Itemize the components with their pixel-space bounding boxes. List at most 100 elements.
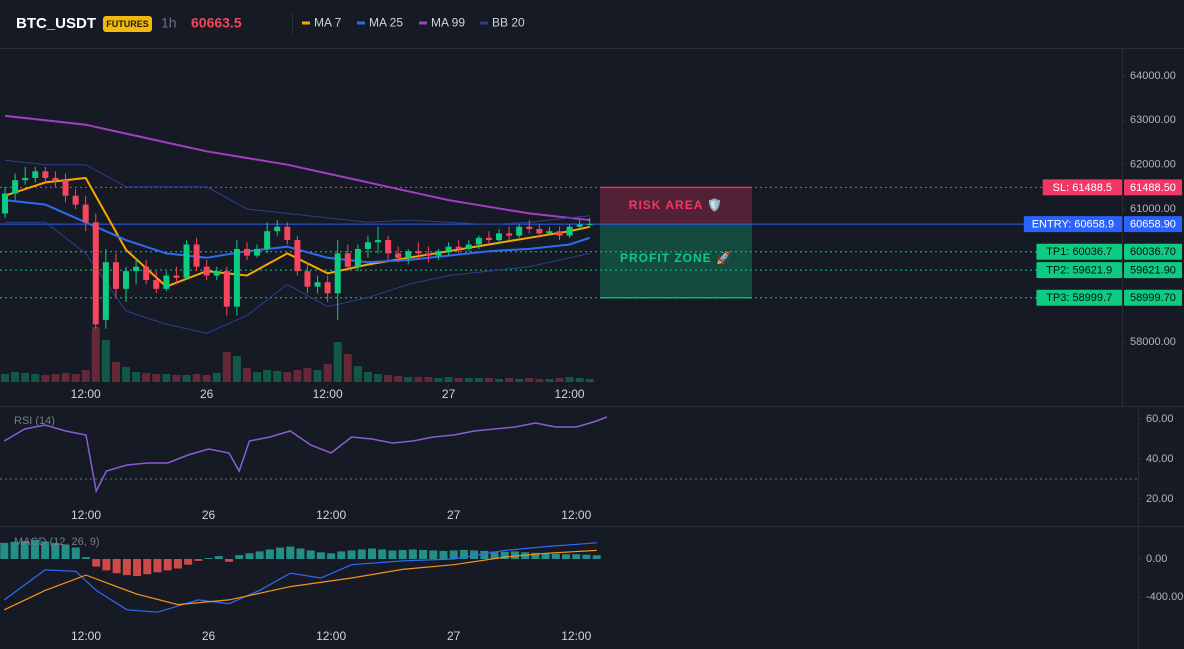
histogram-bar — [419, 549, 428, 559]
histogram-bar — [112, 558, 121, 574]
histogram-bar — [61, 544, 70, 559]
volume-bar — [374, 374, 383, 382]
volume-bar — [414, 377, 423, 382]
x-tick-label: 27 — [442, 387, 456, 401]
candle-body — [526, 226, 533, 229]
histogram-bar — [173, 558, 182, 569]
volume-bar — [313, 370, 322, 382]
histogram-bar — [41, 541, 50, 559]
histogram-bar — [81, 557, 90, 559]
candle-body — [264, 231, 271, 249]
volume-bar — [454, 378, 463, 382]
histogram-bar — [102, 558, 111, 571]
zone — [600, 224, 752, 298]
volume-bar — [293, 370, 302, 382]
x-tick-label: 12:00 — [71, 508, 101, 522]
level-label: SL: 61488.5 — [1053, 182, 1112, 194]
candle-body — [173, 275, 180, 278]
y-tick-label: 0.00 — [1146, 553, 1167, 565]
volume-bar — [323, 364, 332, 382]
volume-bar — [353, 366, 362, 382]
candle-body — [52, 177, 59, 181]
volume-bar — [1, 374, 10, 382]
volume-bar — [61, 373, 70, 382]
x-tick-label: 26 — [202, 629, 216, 643]
candle-body — [274, 226, 281, 232]
badge-bg — [103, 16, 152, 32]
volume-bar — [464, 378, 473, 382]
candle-body — [506, 233, 513, 236]
histogram-bar — [327, 553, 336, 559]
volume-bar — [91, 327, 100, 382]
histogram-bar — [194, 558, 203, 561]
legend-label: MA 99 — [431, 16, 465, 30]
histogram-bar — [429, 550, 438, 559]
candle-body — [334, 253, 341, 294]
volume-bar — [535, 379, 544, 382]
candle-body — [254, 248, 261, 256]
ma-line — [4, 114, 590, 222]
rsi-title: RSI (14) — [14, 415, 55, 427]
volume-bar — [474, 378, 483, 382]
y-tick-label: 62000.00 — [1130, 159, 1176, 171]
histogram-bar — [20, 540, 29, 559]
level-tag — [1023, 216, 1122, 233]
candle-body — [375, 240, 382, 243]
zone — [600, 187, 752, 225]
volume-bar — [242, 368, 251, 382]
histogram-bar — [378, 549, 387, 559]
candle-body — [243, 248, 250, 256]
level-tag — [1036, 289, 1122, 306]
histogram-bar — [153, 558, 162, 573]
histogram-bar — [122, 558, 131, 576]
candle-body — [133, 266, 140, 272]
candle-body — [183, 244, 190, 278]
volume-bar — [132, 372, 141, 382]
level-label: TP3: 58999.7 — [1046, 292, 1112, 304]
volume-bar — [273, 371, 282, 382]
volume-bar — [394, 376, 403, 382]
x-tick-label: 26 — [200, 387, 214, 401]
histogram-bar — [398, 549, 407, 559]
candle-body — [536, 228, 543, 234]
histogram-bar — [71, 547, 80, 559]
x-tick-label: 12:00 — [561, 629, 591, 643]
x-tick-label: 27 — [447, 508, 461, 522]
candle-body — [153, 279, 160, 289]
candle-body — [344, 253, 351, 267]
volume-bar — [333, 342, 342, 382]
x-tick-label: 26 — [202, 508, 216, 522]
volume-bar — [232, 356, 241, 382]
volume-bar — [31, 374, 40, 382]
candle-body — [364, 242, 371, 249]
volume-bar — [122, 367, 131, 382]
candle-body — [556, 231, 563, 236]
candle-body — [294, 240, 301, 272]
candle-body — [233, 248, 240, 307]
volume-bar — [515, 379, 524, 382]
candle-body — [2, 193, 9, 214]
legend-label: MA 7 — [314, 16, 342, 30]
candle-body — [143, 266, 150, 280]
histogram-bar — [133, 558, 142, 577]
candle-body — [213, 271, 220, 276]
volume-bar — [404, 377, 413, 382]
candle-body — [415, 251, 422, 254]
candle-body — [112, 262, 119, 289]
candle-body — [425, 253, 432, 256]
zone-label: RISK AREA 🛡️ — [629, 198, 723, 212]
histogram-bar — [286, 546, 295, 559]
y-tick-label: -400.00 — [1146, 591, 1183, 603]
histogram-bar — [214, 556, 223, 559]
histogram-bar — [367, 548, 376, 559]
volume-bar — [495, 379, 504, 382]
zone-label: PROFIT ZONE 🚀 — [620, 251, 732, 265]
histogram-bar — [204, 558, 213, 559]
y-tick-label: 40.00 — [1146, 453, 1174, 465]
histogram-bar — [0, 542, 9, 559]
histogram-bar — [459, 549, 468, 559]
histogram-bar — [562, 554, 571, 559]
candle-body — [395, 253, 402, 258]
rsi-line — [3, 416, 608, 494]
